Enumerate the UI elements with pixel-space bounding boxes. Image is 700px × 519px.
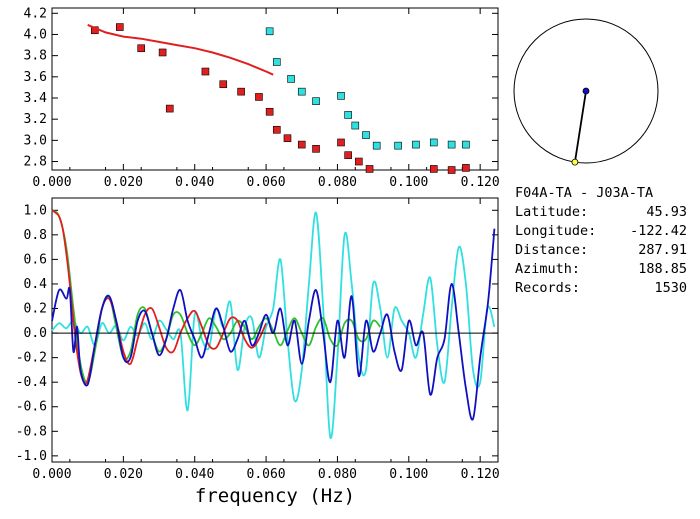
azimuth-circle xyxy=(513,18,659,164)
y-tick-label: 2.8 xyxy=(24,155,47,170)
dispersion-point xyxy=(201,67,210,76)
dispersion-point xyxy=(312,145,320,153)
dispersion-point xyxy=(447,140,456,149)
y-tick-label: 4.0 xyxy=(24,27,47,42)
y-tick-label: 0.0 xyxy=(24,326,47,341)
dispersion-point xyxy=(297,87,306,96)
x-tick-label: 0.100 xyxy=(389,175,428,190)
x-tick-label: 0.040 xyxy=(175,467,214,482)
x-tick-label: 0.060 xyxy=(247,467,286,482)
y-tick-label: 4.2 xyxy=(24,6,47,21)
dispersion-point xyxy=(462,140,470,149)
dispersion-point xyxy=(351,121,360,130)
dispersion-point xyxy=(237,87,245,96)
dispersion-point xyxy=(337,92,345,100)
dispersion-point xyxy=(165,104,174,113)
x-tick-label: 0.120 xyxy=(461,175,500,190)
dispersion-point xyxy=(219,80,228,89)
center-station-marker xyxy=(582,87,590,95)
x-axis-label: frequency (Hz) xyxy=(195,485,355,507)
correlation-curve xyxy=(51,209,381,384)
dispersion-point xyxy=(344,111,352,119)
x-tick-label: 0.080 xyxy=(318,175,357,190)
dispersion-point xyxy=(362,131,370,139)
dispersion-point xyxy=(265,27,274,36)
dispersion-panel: 0.000 0.020 0.040 0.060 0.080 0.100 0.120 2.8 3.… xyxy=(24,6,500,190)
dispersion-point xyxy=(412,140,420,149)
dispersion-point xyxy=(265,107,274,116)
y-tick-label: 3.2 xyxy=(24,112,47,127)
dispersion-point xyxy=(429,165,438,173)
azimuth-line xyxy=(574,90,587,163)
y-tick-label: -0.8 xyxy=(16,424,47,439)
y-tick-label: 1.0 xyxy=(24,203,47,218)
y-tick-label: 0.8 xyxy=(24,228,47,243)
dispersion-curve xyxy=(87,23,274,76)
y-tick-label: 3.8 xyxy=(24,49,47,64)
correlation-curve xyxy=(51,228,496,421)
x-tick-label: 0.040 xyxy=(175,175,214,190)
azimuth-dial xyxy=(513,18,659,166)
y-tick-label: 3.6 xyxy=(24,70,47,85)
x-tick-label: 0.000 xyxy=(32,175,71,190)
x-tick-label: 0.100 xyxy=(389,467,428,482)
info-distance: Distance: 287.91 xyxy=(515,242,687,258)
x-tick-label: 0.020 xyxy=(104,175,143,190)
x-tick-label: 0.020 xyxy=(104,467,143,482)
dispersion-point xyxy=(312,97,320,105)
correlation-curve xyxy=(51,209,267,385)
dispersion-series xyxy=(87,23,470,174)
correlation-curve xyxy=(51,211,496,439)
dispersion-plot-frame xyxy=(51,7,499,171)
dispersion-point xyxy=(429,138,438,147)
dispersion-point xyxy=(297,140,306,149)
dispersion-point xyxy=(115,23,124,31)
y-tick-label: -0.2 xyxy=(16,351,47,366)
dispersion-ticks: 0.000 0.020 0.040 0.060 0.080 0.100 0.120 2.8 3.… xyxy=(24,6,500,190)
dispersion-point xyxy=(287,75,295,83)
y-tick-label: 3.0 xyxy=(24,133,47,148)
dispersion-point xyxy=(394,141,402,150)
x-tick-label: 0.120 xyxy=(461,467,500,482)
x-tick-label: 0.060 xyxy=(247,175,286,190)
y-tick-label: -0.6 xyxy=(16,400,47,415)
dispersion-point xyxy=(272,58,281,66)
dispersion-point xyxy=(462,164,470,172)
dispersion-point xyxy=(355,157,363,166)
info-records: Records: 1530 xyxy=(515,280,687,296)
info-latitude: Latitude: 45.93 xyxy=(515,204,687,220)
info-longitude: Longitude: -122.42 xyxy=(515,223,687,239)
dispersion-point xyxy=(137,44,145,53)
y-tick-label: 0.4 xyxy=(24,277,48,292)
dispersion-point xyxy=(255,93,263,101)
correlation-panel: 0.000 0.020 0.040 0.060 0.080 0.100 0.120 1.0 0.… xyxy=(16,197,500,507)
y-tick-label: -1.0 xyxy=(16,449,47,464)
remote-station-marker xyxy=(571,158,579,166)
x-tick-label: 0.080 xyxy=(318,467,357,482)
dispersion-point xyxy=(344,151,352,159)
info-azimuth: Azimuth: 188.85 xyxy=(515,261,687,277)
y-tick-label: 0.6 xyxy=(24,252,47,267)
dispersion-point xyxy=(365,165,374,173)
dispersion-point xyxy=(272,125,281,134)
correlation-ticks: 0.000 0.020 0.040 0.060 0.080 0.100 0.120 1.0 0.… xyxy=(16,198,500,482)
x-tick-label: 0.000 xyxy=(32,467,71,482)
y-tick-label: 3.4 xyxy=(24,91,48,106)
dispersion-point xyxy=(447,166,456,174)
dispersion-point xyxy=(337,138,345,147)
station-info: F04A-TA - J03A-TA Latitude: 45.93 Longitu… xyxy=(515,184,697,298)
y-tick-label: 0.2 xyxy=(24,302,47,317)
dispersion-point xyxy=(372,141,381,150)
station-pair: F04A-TA - J03A-TA xyxy=(515,185,654,201)
correlation-series xyxy=(51,209,496,439)
dispersion-point xyxy=(158,48,167,57)
y-tick-label: -0.4 xyxy=(16,375,47,390)
dispersion-point xyxy=(283,134,292,143)
